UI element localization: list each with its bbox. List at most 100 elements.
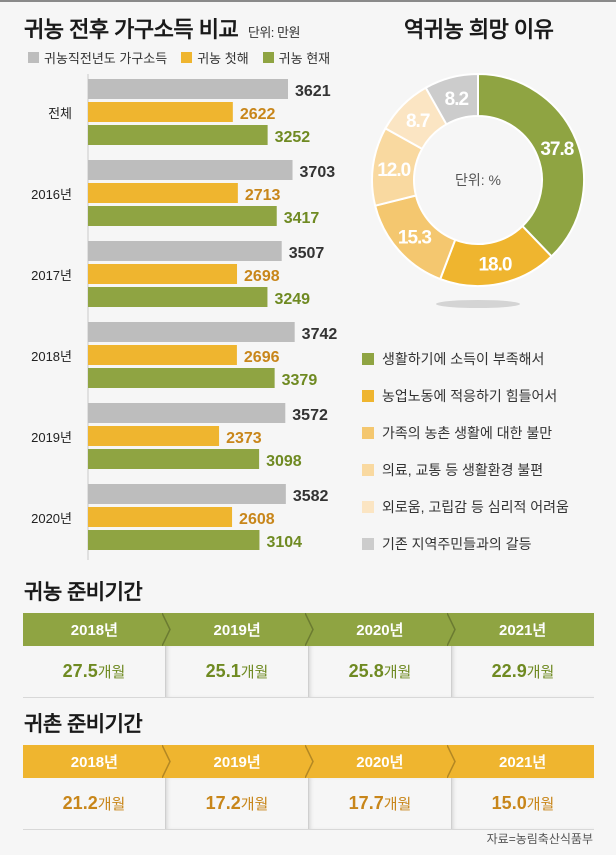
legend-swatch-before (28, 52, 39, 63)
bar-first-year (88, 345, 237, 365)
timeline-value-number: 15.0 (491, 793, 527, 813)
category-label: 2019년 (31, 430, 72, 445)
chevron-right-icon (161, 745, 171, 778)
chevron-right-icon (304, 745, 314, 778)
bar-value-label: 3249 (274, 291, 310, 308)
timeline-value-unit: 개월 (383, 664, 412, 681)
legend-label-first-year: 귀농 첫해 (197, 51, 249, 66)
timeline-value: 25.1 개월 (165, 646, 308, 697)
timeline-value: 15.0 개월 (451, 778, 594, 829)
timeline-value-number: 17.2 (205, 793, 241, 813)
timeline-value-unit: 개월 (240, 796, 269, 813)
timeline-value: 21.2 개월 (23, 778, 165, 829)
bar-value-label: 2698 (244, 268, 280, 285)
bar-value-label: 2622 (240, 106, 276, 123)
category-label: 2020년 (31, 511, 72, 526)
income-legend: 귀농직전년도 가구소득 귀농 첫해 귀농 현재 (28, 48, 330, 67)
reason-legend-item: 생활하기에 소득이 부족해서 (362, 340, 612, 377)
chevron-right-icon (447, 745, 457, 778)
slice-value-label: 8.2 (445, 89, 469, 110)
legend-label-before: 귀농직전년도 가구소득 (44, 51, 168, 66)
timeline-value-number: 17.7 (348, 793, 384, 813)
timeline-header: 2018년 2019년 2020년 2021년 (23, 745, 594, 778)
bar-before (88, 160, 293, 180)
slice-value-label: 37.8 (540, 139, 573, 160)
reason-donut-chart: 37.8 18.0 15.3 12.0 8.7 8.2 단위: % (371, 72, 585, 308)
donut-shadow (436, 300, 520, 308)
reason-swatch-1 (362, 389, 374, 402)
bar-value-label: 3703 (300, 164, 336, 181)
category-label: 2016년 (31, 187, 72, 202)
bar-before (88, 322, 295, 342)
reason-swatch-5 (362, 537, 374, 550)
income-title-text: 귀농 전후 가구소득 비교 (24, 17, 239, 42)
timeline-year: 2020년 (356, 622, 404, 639)
timeline-header: 2018년 2019년 2020년 2021년 (23, 613, 594, 646)
chevron-right-icon (161, 613, 171, 646)
legend-item-current: 귀농 현재 (262, 48, 330, 67)
village-prep-title: 귀촌 준비기간 (24, 713, 143, 736)
legend-swatch-current (262, 52, 274, 63)
timeline-value-number: 25.8 (348, 661, 384, 681)
legend-item-before: 귀농직전년도 가구소득 (28, 48, 167, 67)
reason-label: 의료, 교통 등 생활환경 불편 (382, 461, 544, 478)
reason-legend: 생활하기에 소득이 부족해서 농업노동에 적응하기 힘들어서 가족의 농촌 생활… (362, 340, 612, 562)
category-label: 2018년 (31, 349, 72, 364)
bar-before (88, 241, 282, 261)
bar-current (88, 206, 277, 226)
village-prep-timeline: 2018년 2019년 2020년 2021년 21.2 개월 17.2 개월 17.7 개월 15… (23, 745, 594, 830)
slice-value-label: 8.7 (406, 111, 430, 132)
bar-value-label: 3104 (266, 534, 302, 551)
timeline-value-unit: 개월 (526, 664, 555, 681)
bar-value-label: 3507 (289, 245, 325, 262)
bar-value-label: 3582 (293, 488, 329, 505)
reason-legend-item: 가족의 농촌 생활에 대한 불만 (362, 414, 612, 451)
timeline-year: 2019년 (213, 622, 261, 639)
timeline-year: 2018년 (70, 754, 118, 771)
bar-before (88, 484, 286, 504)
source-note: 자료=농림축산식품부 (486, 832, 593, 846)
timeline-value: 17.7 개월 (308, 778, 451, 829)
timeline-year: 2019년 (213, 754, 261, 771)
chevron-right-icon (447, 613, 457, 646)
bar-value-label: 3417 (284, 210, 320, 227)
timeline-body: 27.5 개월 25.1 개월 25.8 개월 22.9 개월 (23, 646, 594, 698)
bar-value-label: 3742 (302, 326, 338, 343)
bar-current (88, 530, 260, 550)
reason-label: 가족의 농촌 생활에 대한 불만 (382, 424, 553, 441)
bar-value-label: 3572 (292, 407, 328, 424)
timeline-value-number: 25.1 (205, 661, 241, 681)
timeline-value: 25.8 개월 (308, 646, 451, 697)
legend-item-first-year: 귀농 첫해 (181, 48, 249, 67)
farm-prep-title: 귀농 준비기간 (24, 581, 143, 604)
bar-value-label: 2696 (244, 349, 280, 366)
category-label: 2017년 (31, 268, 72, 283)
income-unit-label: 단위: 만원 (247, 25, 301, 40)
timeline-value-number: 22.9 (491, 661, 527, 681)
top-border (0, 0, 616, 2)
timeline-value-number: 21.2 (62, 793, 98, 813)
bar-before (88, 403, 286, 423)
bar-first-year (88, 426, 220, 446)
reason-legend-item: 농업노동에 적응하기 힘들어서 (362, 377, 612, 414)
donut-slice (424, 72, 479, 126)
timeline-value-number: 27.5 (62, 661, 98, 681)
reason-legend-item: 의료, 교통 등 생활환경 불편 (362, 451, 612, 488)
bar-current (88, 449, 260, 469)
reason-label: 농업노동에 적응하기 힘들어서 (382, 387, 558, 404)
slice-value-label: 18.0 (478, 254, 511, 275)
bar-current (88, 125, 268, 145)
timeline-value: 22.9 개월 (451, 646, 594, 697)
timeline-year: 2021년 (499, 754, 547, 771)
timeline-body: 21.2 개월 17.2 개월 17.7 개월 15.0 개월 (23, 778, 594, 830)
farm-prep-timeline: 2018년 2019년 2020년 2021년 27.5 개월 25.1 개월 25.8 개월 22… (23, 613, 594, 698)
chevron-right-icon (304, 613, 314, 646)
slice-value-label: 15.3 (398, 227, 431, 248)
reason-chart-title: 역귀농 희망 이유 (404, 17, 554, 42)
reason-swatch-0 (362, 352, 374, 365)
reason-swatch-4 (362, 500, 374, 513)
bar-first-year (88, 183, 238, 203)
timeline-value-unit: 개월 (383, 796, 412, 813)
slice-value-label: 12.0 (377, 160, 410, 181)
